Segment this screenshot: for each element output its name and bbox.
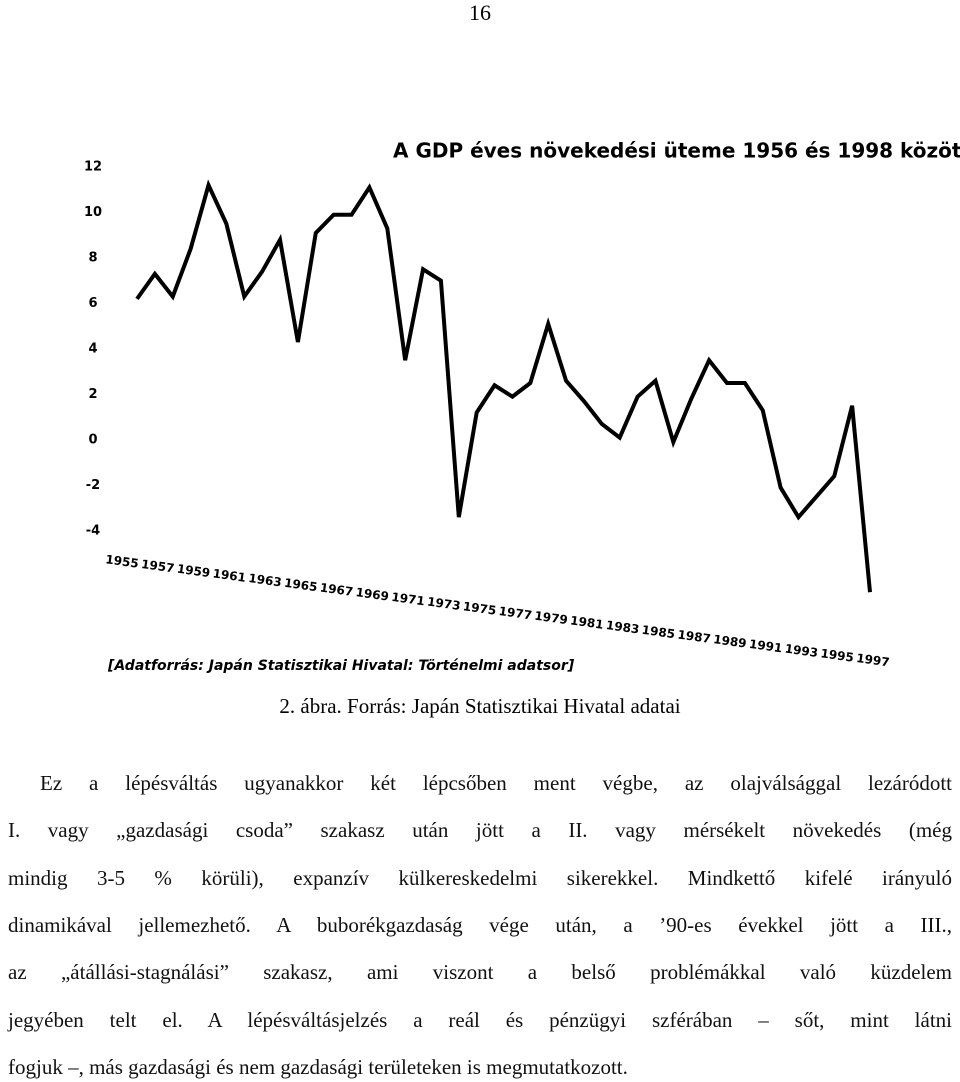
chart-title: A GDP éves növekedési üteme 1956 és 1998…	[393, 139, 960, 163]
x-tick-label: 1983	[605, 618, 640, 637]
x-tick-label: 1977	[498, 604, 533, 623]
x-tick-label: 1967	[319, 580, 354, 599]
y-tick-label: 12	[84, 160, 102, 175]
x-tick-label: 1997	[855, 651, 890, 670]
y-tick-label: 4	[88, 341, 97, 356]
y-tick-label: 8	[88, 250, 97, 265]
y-tick-label: -4	[86, 523, 100, 538]
x-tick-label: 1959	[176, 562, 211, 581]
x-tick-label: 1963	[248, 571, 283, 590]
y-tick-label: -2	[86, 478, 100, 493]
text-line: jegyében telt el. A lépésváltásjelzés a …	[8, 1007, 952, 1032]
text-line: mindig 3-5 % körüli), expanzív külkeresk…	[8, 865, 952, 890]
y-tick-label: 0	[88, 432, 97, 447]
x-tick-label: 1991	[748, 637, 783, 656]
chart-source: [Adatforrás: Japán Statisztikai Hivatal:…	[107, 658, 575, 674]
text-line: Ez a lépésváltás ugyanakkor két lépcsőbe…	[40, 771, 952, 795]
x-tick-label: 1993	[784, 642, 819, 661]
text-line: I. vagy „gazdasági csoda” szakasz után j…	[8, 818, 952, 843]
chart: A GDP éves növekedési üteme 1956 és 1998…	[84, 139, 960, 675]
x-tick-label: 1961	[212, 566, 247, 585]
data-line	[135, 179, 872, 593]
text-line: fogjuk –, más gazdasági és nem gazdasági…	[8, 1054, 628, 1079]
x-tick-label: 1981	[569, 613, 604, 632]
x-tick-label: 1965	[283, 576, 318, 595]
x-tick-label: 1975	[462, 599, 497, 618]
x-tick-label: 1955	[105, 552, 140, 571]
text-line: dinamikával jellemezhető. A buborékgazda…	[8, 912, 952, 937]
x-tick-label: 1995	[820, 646, 855, 665]
x-tick-label: 1989	[712, 632, 747, 651]
x-tick-label: 1979	[534, 609, 569, 628]
caption: 2. ábra. Forrás: Japán Statisztikai Hiva…	[279, 694, 681, 718]
x-tick-label: 1971	[391, 590, 426, 609]
text-line: az „átállási-stagnálási” szakasz, ami vi…	[8, 960, 952, 985]
x-tick-label: 1957	[140, 557, 175, 576]
x-tick-label: 1973	[426, 595, 461, 614]
y-tick-label: 10	[84, 205, 102, 220]
page-number: 16	[469, 0, 491, 25]
y-tick-label: 2	[88, 387, 97, 402]
x-tick-label: 1985	[641, 623, 676, 642]
x-tick-label: 1969	[355, 585, 390, 604]
y-tick-label: 6	[88, 296, 97, 311]
x-tick-label: 1987	[677, 627, 712, 646]
